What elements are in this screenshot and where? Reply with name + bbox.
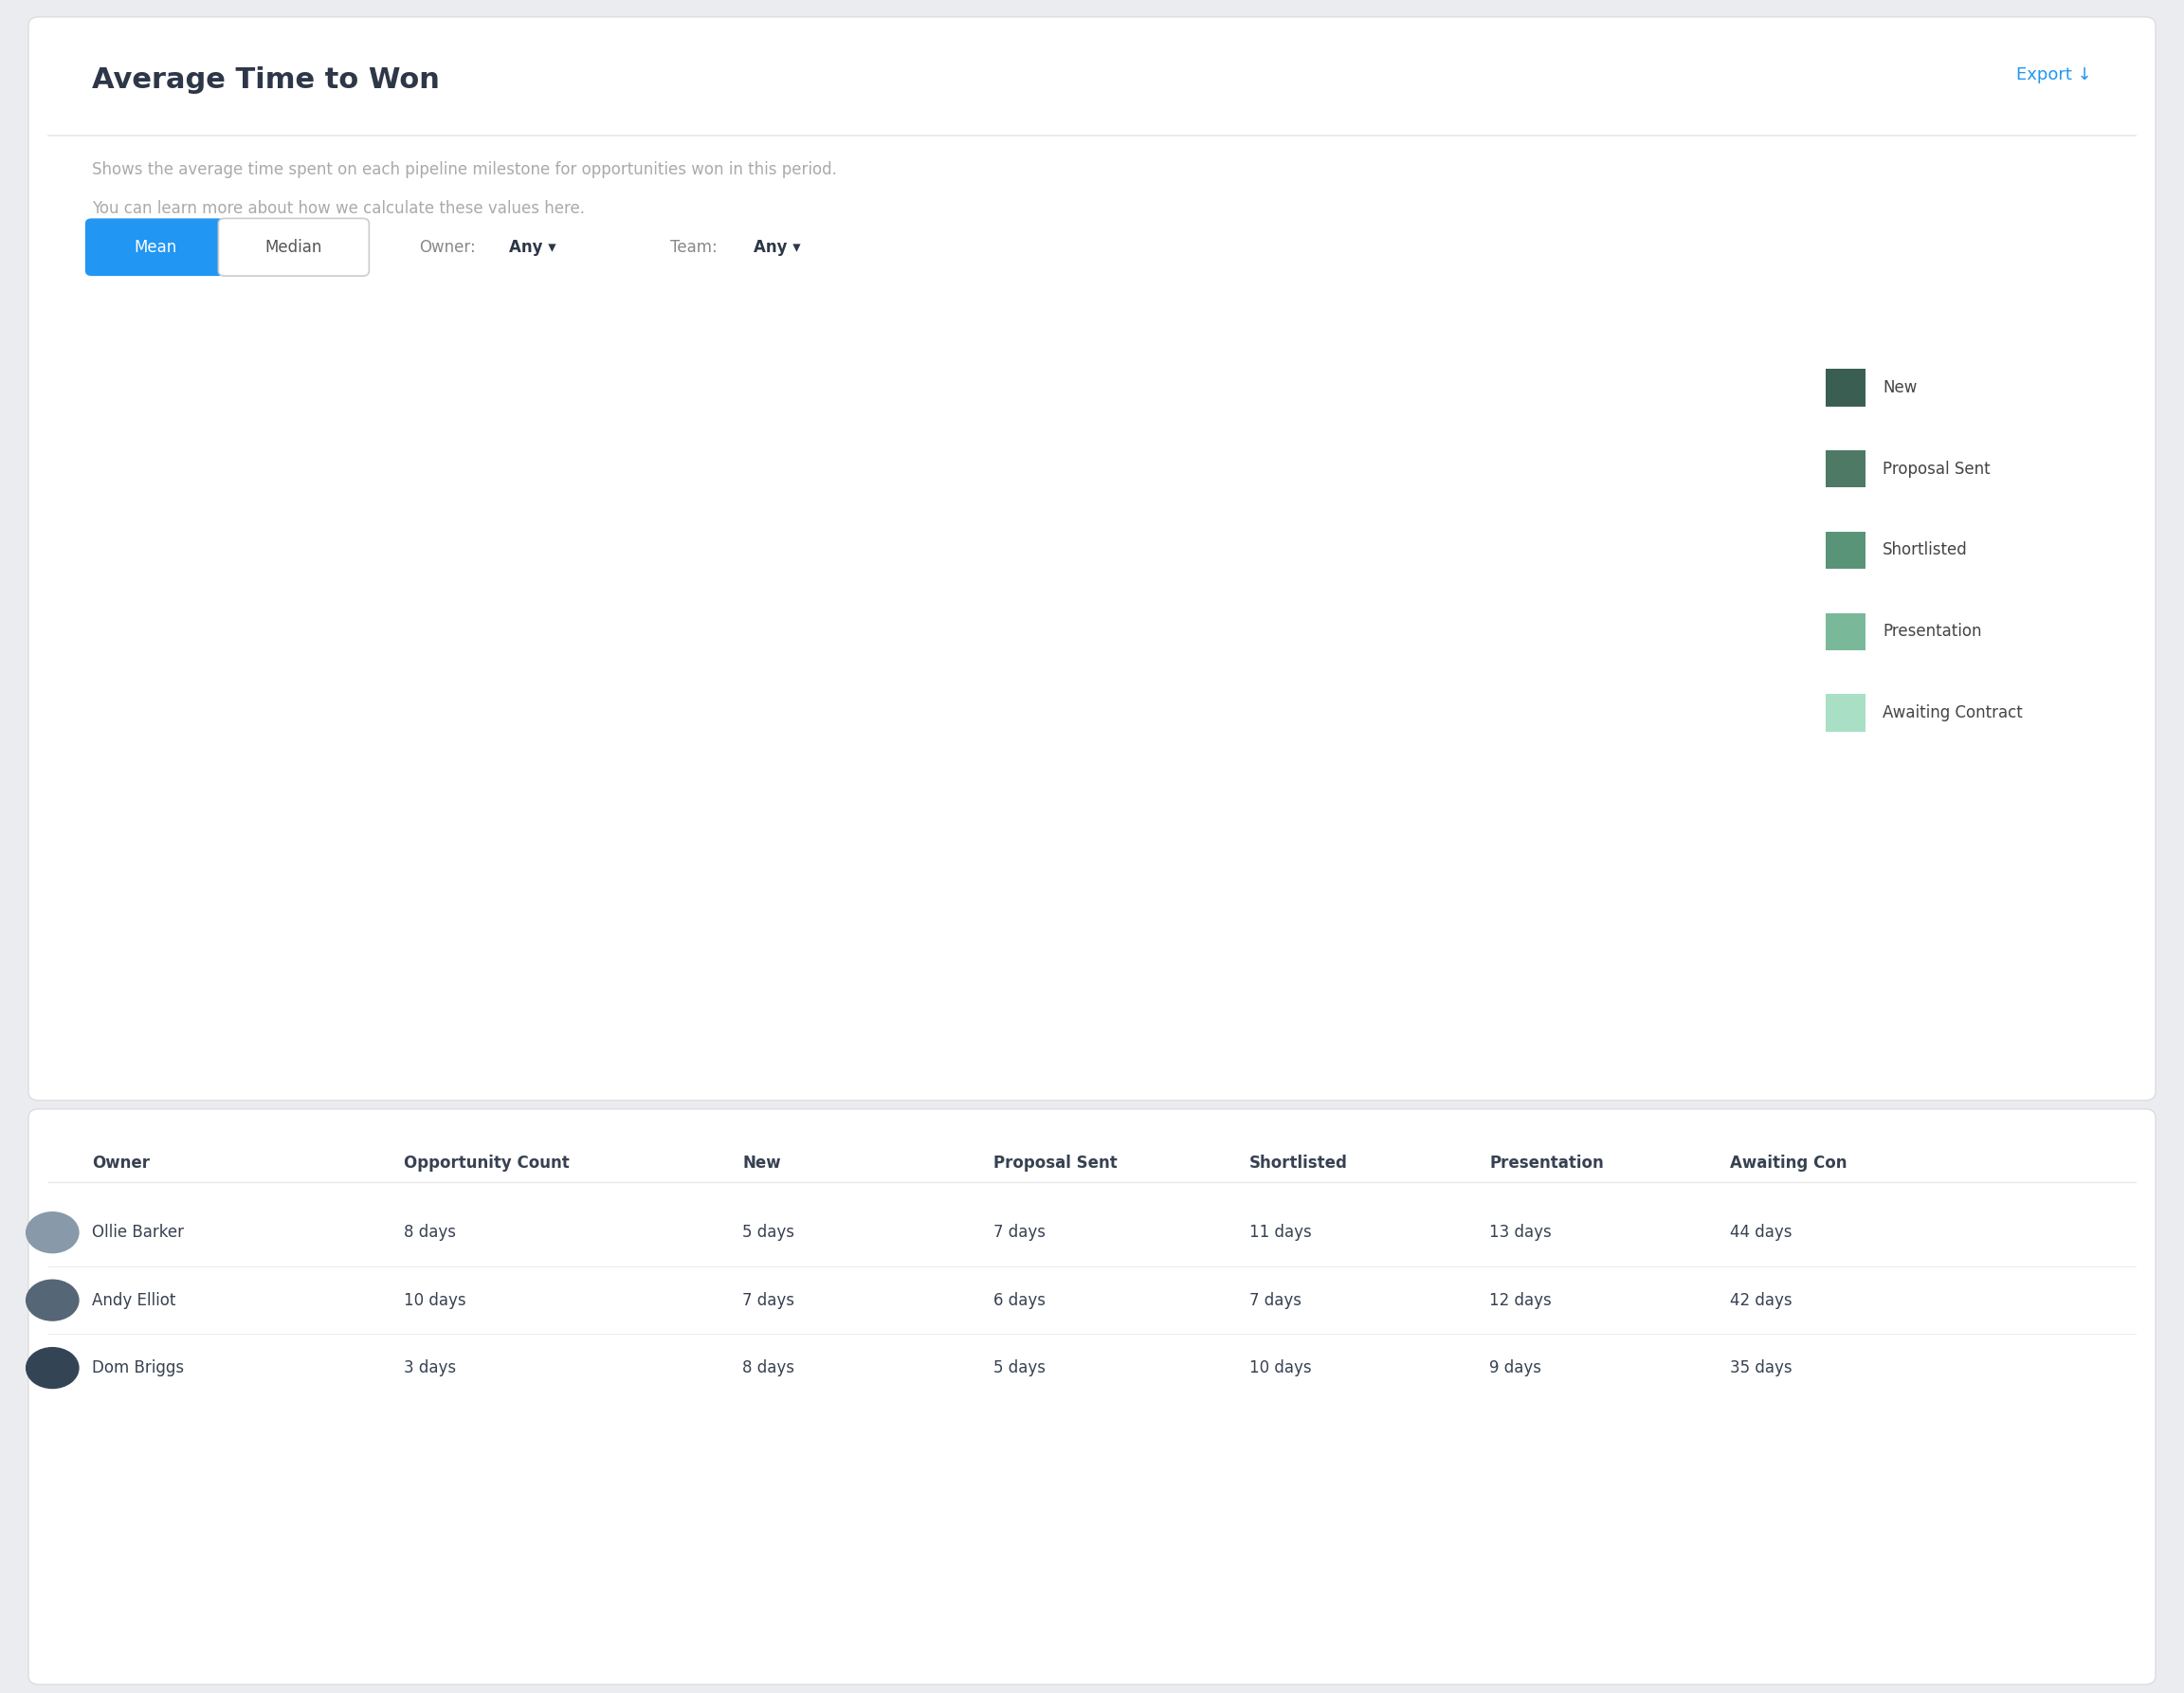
Bar	[1022, 587, 1310, 637]
Bar	[668, 701, 926, 750]
Bar	[380, 929, 539, 977]
Bar	[509, 474, 701, 521]
Bar	[1439, 361, 1695, 408]
Bar	[1085, 701, 1278, 750]
Text: Team:: Team:	[670, 239, 719, 256]
Bar	[668, 929, 764, 977]
Bar	[284, 701, 443, 750]
Text: 8 days: 8 days	[743, 1359, 795, 1376]
Text: Shortlisted: Shortlisted	[1883, 542, 1968, 559]
Bar	[284, 474, 509, 521]
Text: You can learn more about how we calculate these values here.: You can learn more about how we calculat…	[92, 200, 585, 217]
Text: 8 days: 8 days	[404, 1224, 456, 1241]
Bar	[1022, 361, 1439, 408]
Bar	[701, 587, 1022, 637]
Text: Dom Briggs: Dom Briggs	[92, 1359, 183, 1376]
Text: New: New	[743, 1155, 782, 1172]
Bar	[668, 361, 1022, 408]
Bar	[284, 587, 539, 637]
Text: Ollie Barker: Ollie Barker	[92, 1224, 183, 1241]
Bar	[284, 816, 443, 863]
Text: Opportunity Count: Opportunity Count	[404, 1155, 570, 1172]
Text: Presentation: Presentation	[1489, 1155, 1603, 1172]
Text: 5 days: 5 days	[743, 1224, 795, 1241]
Bar	[443, 701, 668, 750]
X-axis label: Days: Days	[1016, 1070, 1059, 1087]
Text: Any ▾: Any ▾	[753, 239, 802, 256]
Text: 7 days: 7 days	[743, 1292, 795, 1309]
Text: Median: Median	[264, 239, 323, 256]
Text: 44 days: 44 days	[1730, 1224, 1791, 1241]
Bar	[539, 929, 668, 977]
Text: Andy Elliot: Andy Elliot	[92, 1292, 175, 1309]
Text: 3 days: 3 days	[404, 1359, 456, 1376]
Bar	[443, 361, 668, 408]
Text: 6 days: 6 days	[994, 1292, 1046, 1309]
Bar	[701, 474, 926, 521]
Bar	[1310, 474, 1662, 521]
Bar	[284, 929, 380, 977]
Text: 12 days: 12 days	[1489, 1292, 1553, 1309]
Text: Shortlisted: Shortlisted	[1249, 1155, 1348, 1172]
Bar	[860, 816, 957, 863]
Text: Proposal Sent: Proposal Sent	[994, 1155, 1118, 1172]
Bar	[443, 816, 605, 863]
Bar	[926, 701, 1085, 750]
Text: Export ↓: Export ↓	[2016, 66, 2092, 83]
Text: Owner:: Owner:	[419, 239, 476, 256]
Text: 10 days: 10 days	[404, 1292, 465, 1309]
Text: 42 days: 42 days	[1730, 1292, 1791, 1309]
Bar	[284, 361, 443, 408]
Text: Shows the average time spent on each pipeline milestone for opportunities won in: Shows the average time spent on each pip…	[92, 161, 836, 178]
Text: 7 days: 7 days	[1249, 1292, 1302, 1309]
Text: Mean: Mean	[133, 239, 177, 256]
Text: 7 days: 7 days	[994, 1224, 1046, 1241]
Bar	[764, 929, 860, 977]
Text: 11 days: 11 days	[1249, 1224, 1313, 1241]
Bar	[926, 474, 1310, 521]
Bar	[1310, 587, 1406, 637]
Text: 9 days: 9 days	[1489, 1359, 1542, 1376]
Text: Average Time to Won: Average Time to Won	[92, 66, 439, 93]
Bar	[539, 587, 701, 637]
Text: Awaiting Con: Awaiting Con	[1730, 1155, 1848, 1172]
Text: 35 days: 35 days	[1730, 1359, 1791, 1376]
Bar	[605, 816, 764, 863]
Text: Any ▾: Any ▾	[509, 239, 557, 256]
Text: 10 days: 10 days	[1249, 1359, 1310, 1376]
Text: Presentation: Presentation	[1883, 623, 1981, 640]
Text: Awaiting Contract: Awaiting Contract	[1883, 704, 2022, 721]
Text: New: New	[1883, 379, 1918, 396]
Text: Proposal Sent: Proposal Sent	[1883, 460, 1990, 477]
Text: Owner: Owner	[92, 1155, 149, 1172]
Bar	[764, 816, 860, 863]
Text: 5 days: 5 days	[994, 1359, 1046, 1376]
Text: 13 days: 13 days	[1489, 1224, 1553, 1241]
